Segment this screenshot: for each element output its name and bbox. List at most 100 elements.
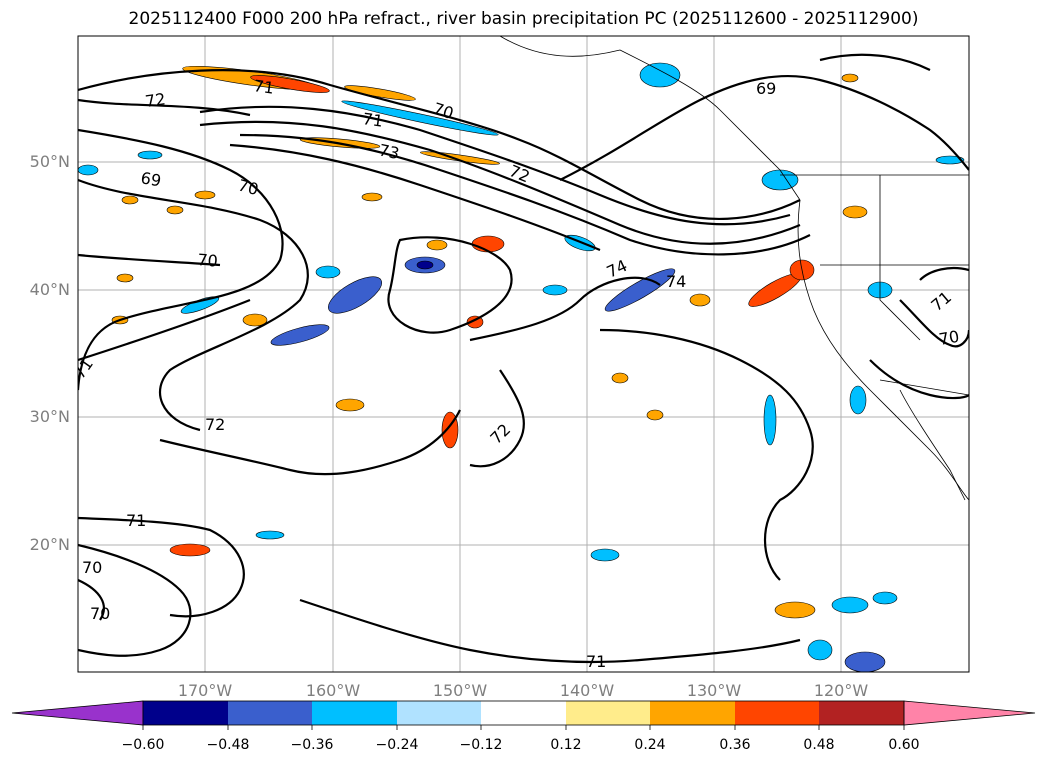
contour-label: 72 [144, 89, 167, 111]
precip-patch [426, 239, 448, 251]
precip-patch [774, 601, 816, 619]
precip-patch [604, 268, 676, 312]
precip-patch [78, 164, 99, 176]
contour-line [78, 128, 284, 391]
precip-patch [315, 265, 341, 279]
contour-line [78, 178, 309, 432]
colorbar-tick-label: 0.48 [803, 737, 835, 753]
lon-label-120w: 120°W [813, 681, 869, 700]
precip-patch [763, 394, 777, 446]
precip-patch [542, 284, 568, 296]
precip-patch [361, 192, 383, 202]
precip-patch [335, 398, 365, 412]
precip-patch [841, 73, 859, 83]
contour-line [78, 543, 192, 657]
precip-patch [121, 195, 139, 205]
contour-label: 71 [586, 652, 606, 671]
colorbar-extend-low [11, 700, 144, 726]
lat-label-50n: 50°N [29, 152, 70, 171]
colorbar-tick-label: −0.36 [290, 737, 334, 753]
precip-patch [270, 324, 330, 346]
map-frame-bg [78, 36, 969, 672]
colorbar-extend-high [903, 700, 1036, 726]
precip-patch [471, 235, 505, 253]
colorbar-tick-label: 0.24 [634, 737, 666, 753]
contour-line [78, 253, 221, 267]
precip-patch [137, 150, 163, 160]
colorbar-tick-label: −0.48 [206, 737, 250, 753]
precip-patch [255, 530, 285, 540]
contour-line [239, 133, 811, 256]
contour-label: 72 [205, 415, 225, 434]
colorbar-bin [735, 701, 819, 725]
contour-label: 69 [139, 168, 162, 190]
contour-line [199, 120, 801, 245]
contour-line [469, 276, 661, 342]
precip-patch [872, 591, 898, 605]
north-america-coast [797, 199, 969, 501]
colorbar-ticks [142, 725, 905, 730]
colorbar-bin [143, 701, 228, 725]
contour-line [869, 359, 969, 400]
refractivity-contours [78, 53, 969, 664]
colorbar-bin [228, 701, 312, 725]
precip-patch [344, 85, 416, 101]
precip-patch [935, 155, 965, 165]
colorbar-frame [142, 700, 905, 726]
precip-patch [166, 205, 184, 215]
contour-line [919, 266, 969, 281]
colorbar-tick-label: 0.60 [888, 737, 920, 753]
precip-patch [831, 596, 869, 614]
colorbar-bin [397, 701, 481, 725]
contour-label: 69 [756, 79, 776, 98]
colorbar-bin [481, 701, 566, 725]
contour-line [199, 105, 791, 226]
map-content: 72 71 70 71 73 72 69 70 70 69 74 74 71 7… [78, 36, 969, 672]
precip-patch [341, 100, 499, 136]
precip-patch [844, 651, 886, 672]
colorbar-tick-label: −0.60 [121, 737, 165, 753]
precip-patch [761, 169, 799, 191]
precip-patch [194, 190, 216, 200]
precip-patch [689, 293, 711, 307]
colorbar-tick-label: −0.12 [459, 737, 503, 753]
contour-line [899, 299, 969, 348]
contour-label: 74 [666, 272, 686, 291]
precip-patch [416, 260, 434, 270]
precip-patch [646, 409, 664, 421]
precip-patch [849, 385, 867, 415]
precip-patch [250, 75, 330, 93]
precip-shading [78, 62, 965, 672]
lat-label-20n: 20°N [29, 535, 70, 554]
contour-line [599, 328, 814, 581]
lat-label-40n: 40°N [29, 280, 70, 299]
contour-line [387, 236, 513, 334]
colorbar-tick-label: −0.24 [375, 737, 419, 753]
contour-label: 70 [937, 327, 960, 349]
mexico-border [879, 379, 969, 396]
colorbar-bin [312, 701, 397, 725]
precip-patch [328, 276, 382, 314]
contour-line [469, 369, 525, 468]
contour-label: 70 [90, 604, 110, 623]
contour-line [559, 74, 969, 181]
lon-label-130w: 130°W [686, 681, 742, 700]
lon-label-160w: 160°W [305, 681, 361, 700]
precip-patch [169, 543, 211, 557]
alaska-coast [499, 36, 801, 201]
lon-label-140w: 140°W [559, 681, 615, 700]
contour-line [229, 143, 601, 252]
contour-line [159, 409, 461, 476]
precip-patch [116, 273, 134, 283]
lon-label-170w: 170°W [177, 681, 233, 700]
baja-coast [899, 389, 966, 501]
contour-line [78, 578, 105, 621]
contour-label: 71 [361, 109, 384, 131]
precip-patch [639, 62, 681, 88]
coastlines [499, 36, 969, 501]
contour-line [78, 69, 801, 220]
state-border [879, 175, 921, 341]
colorbar-bin [650, 701, 735, 725]
contour-label: 71 [126, 511, 146, 530]
